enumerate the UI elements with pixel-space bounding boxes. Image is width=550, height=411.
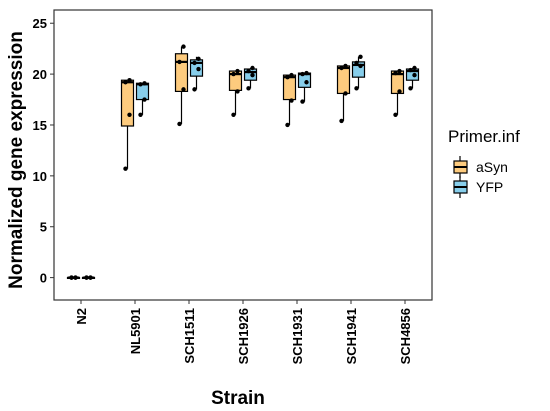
data-point <box>231 71 236 77</box>
box-YFP-SCH1926 <box>243 65 258 91</box>
data-point <box>393 70 398 76</box>
data-point <box>192 60 197 66</box>
data-point <box>127 112 132 118</box>
data-point <box>250 65 255 71</box>
data-point <box>289 72 294 78</box>
data-point <box>73 275 78 280</box>
plot-area <box>53 9 433 301</box>
y-tick-label: 25 <box>33 16 47 31</box>
y-tick-label: 15 <box>33 118 47 133</box>
legend-item-YFP: YFP <box>453 176 503 198</box>
data-point <box>138 112 143 118</box>
data-point <box>300 71 305 77</box>
data-point <box>358 63 363 69</box>
data-point <box>123 166 128 171</box>
data-point <box>246 86 251 91</box>
box-aSyn-NL5901 <box>120 78 135 171</box>
box-YFP-SCH1511 <box>189 56 204 92</box>
x-tick-label: SCH1941 <box>344 308 359 364</box>
box-YFP-SCH4856 <box>405 65 420 91</box>
box-aSyn-SCH1941 <box>336 63 351 124</box>
x-tick-label: SCH1931 <box>290 308 305 364</box>
x-tick-label: N2 <box>74 308 89 325</box>
data-point <box>84 275 89 280</box>
data-point <box>339 65 344 71</box>
y-axis: 0 5 10 15 20 25 <box>33 16 54 286</box>
data-point <box>127 78 132 83</box>
box-YFP-SCH1941 <box>351 54 366 91</box>
y-tick-label: 10 <box>33 169 47 184</box>
data-point <box>393 112 398 118</box>
data-point <box>235 68 240 74</box>
data-point <box>354 60 359 66</box>
data-point <box>177 59 182 65</box>
box-aSyn-N2 <box>66 275 81 280</box>
legend-item-aSyn: aSyn <box>453 156 508 178</box>
data-point <box>69 275 74 280</box>
data-point <box>192 87 197 92</box>
legend: Primer.inf aSyn YFP <box>448 127 520 198</box>
data-point <box>412 72 417 78</box>
data-point <box>250 72 255 78</box>
box-YFP-NL5901 <box>135 81 150 118</box>
data-point <box>285 122 290 128</box>
data-point <box>246 68 251 74</box>
data-point <box>397 68 402 74</box>
y-tick-label: 0 <box>40 271 47 286</box>
x-tick-label: SCH1511 <box>182 308 197 364</box>
data-point <box>358 54 363 60</box>
data-point <box>196 66 201 72</box>
data-point <box>285 74 290 80</box>
x-axis: N2 NL5901 SCH1511 SCH1926 SCH1931 SCH1941 SCH4… <box>74 300 413 364</box>
data-point <box>397 89 402 94</box>
legend-title: Primer.inf <box>448 127 520 146</box>
data-point <box>235 89 240 94</box>
legend-label: YFP <box>476 179 503 195</box>
box-aSyn-SCH1931 <box>282 72 297 128</box>
data-point <box>231 112 236 118</box>
y-axis-title: Normalized gene expression <box>6 31 27 289</box>
x-tick-label: NL5901 <box>128 308 143 354</box>
data-point <box>408 67 413 73</box>
data-point <box>304 80 309 85</box>
box-YFP-N2 <box>81 275 96 280</box>
data-point <box>88 275 93 280</box>
data-point <box>339 118 344 124</box>
data-point <box>123 80 128 85</box>
data-point <box>138 82 143 87</box>
data-point <box>181 44 186 49</box>
data-point <box>412 65 417 71</box>
data-point <box>300 99 305 104</box>
data-point <box>289 98 294 103</box>
box-body <box>336 65 351 95</box>
legend-label: aSyn <box>476 159 508 175</box>
data-point <box>343 91 348 96</box>
data-point <box>181 87 186 92</box>
x-tick-label: SCH1926 <box>236 308 251 364</box>
box-body <box>297 72 312 88</box>
box-body <box>174 53 189 93</box>
data-point <box>196 56 201 62</box>
data-point <box>408 86 413 91</box>
data-point <box>177 121 182 127</box>
x-axis-title: Strain <box>211 388 265 409</box>
x-tick-label: SCH4856 <box>398 308 413 364</box>
data-point <box>304 70 309 76</box>
data-point <box>343 63 348 69</box>
box-body <box>135 82 150 101</box>
box-aSyn-SCH4856 <box>390 68 405 118</box>
box-body <box>282 74 297 101</box>
box-body <box>120 79 135 127</box>
box-aSyn-SCH1511 <box>174 44 189 127</box>
box-YFP-SCH1931 <box>297 70 312 104</box>
y-tick-label: 5 <box>40 220 47 235</box>
y-tick-label: 20 <box>33 67 47 82</box>
data-point <box>142 81 147 86</box>
box-aSyn-SCH1926 <box>228 68 243 118</box>
data-point <box>142 97 147 102</box>
data-point <box>354 86 359 91</box>
